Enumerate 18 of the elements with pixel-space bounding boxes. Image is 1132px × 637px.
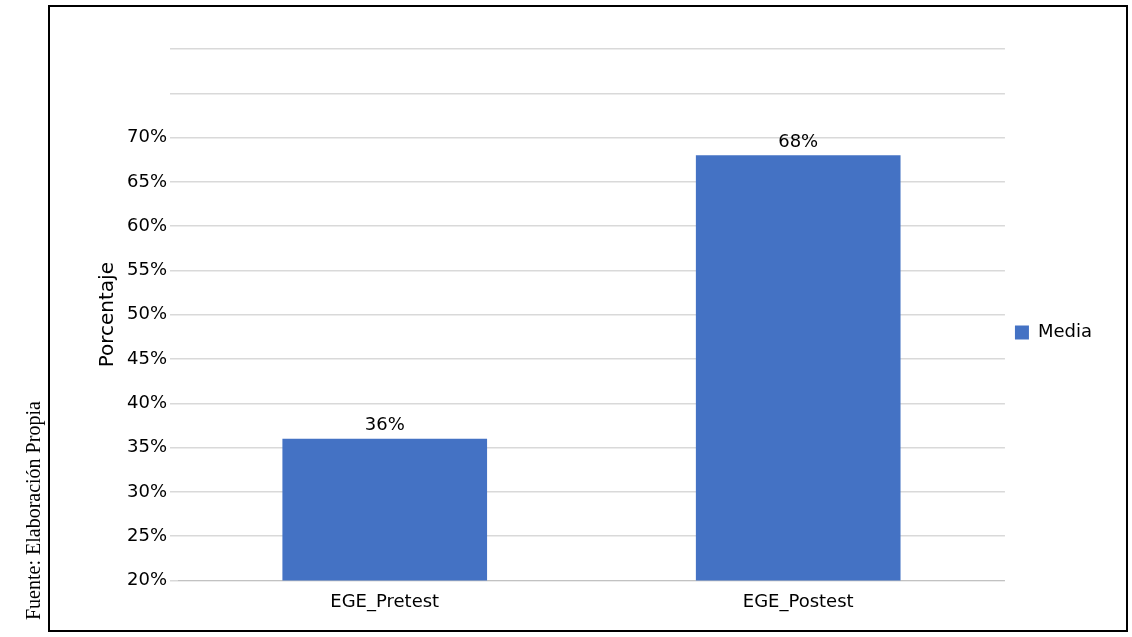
legend-label: Media [1037, 320, 1092, 342]
y-tick-label: 45% [126, 346, 168, 368]
y-tick-label: 30% [126, 479, 168, 501]
y-tick-label: 50% [126, 302, 168, 324]
y-tick-label: 55% [126, 258, 168, 280]
data-label: 68% [778, 129, 819, 151]
y-tick-label: 65% [126, 169, 168, 191]
y-tick-label: 60% [126, 213, 168, 235]
y-tick-label: 40% [126, 390, 168, 412]
data-label: 36% [364, 413, 405, 435]
source-note: Fuente: Elaboración Propia [22, 401, 45, 620]
y-tick-label: 25% [126, 523, 168, 545]
y-axis-title: Porcentaje [94, 262, 119, 368]
x-tick-label: EGE_Pretest [330, 589, 440, 612]
y-tick-label: 35% [126, 435, 168, 457]
y-tick-label: 20% [126, 568, 168, 590]
y-tick-label: 70% [126, 125, 168, 147]
x-tick-label: EGE_Postest [742, 589, 854, 612]
